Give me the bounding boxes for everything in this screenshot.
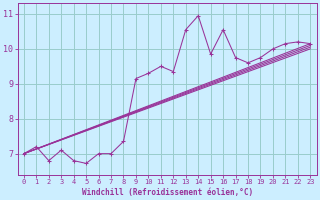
X-axis label: Windchill (Refroidissement éolien,°C): Windchill (Refroidissement éolien,°C) (82, 188, 253, 197)
